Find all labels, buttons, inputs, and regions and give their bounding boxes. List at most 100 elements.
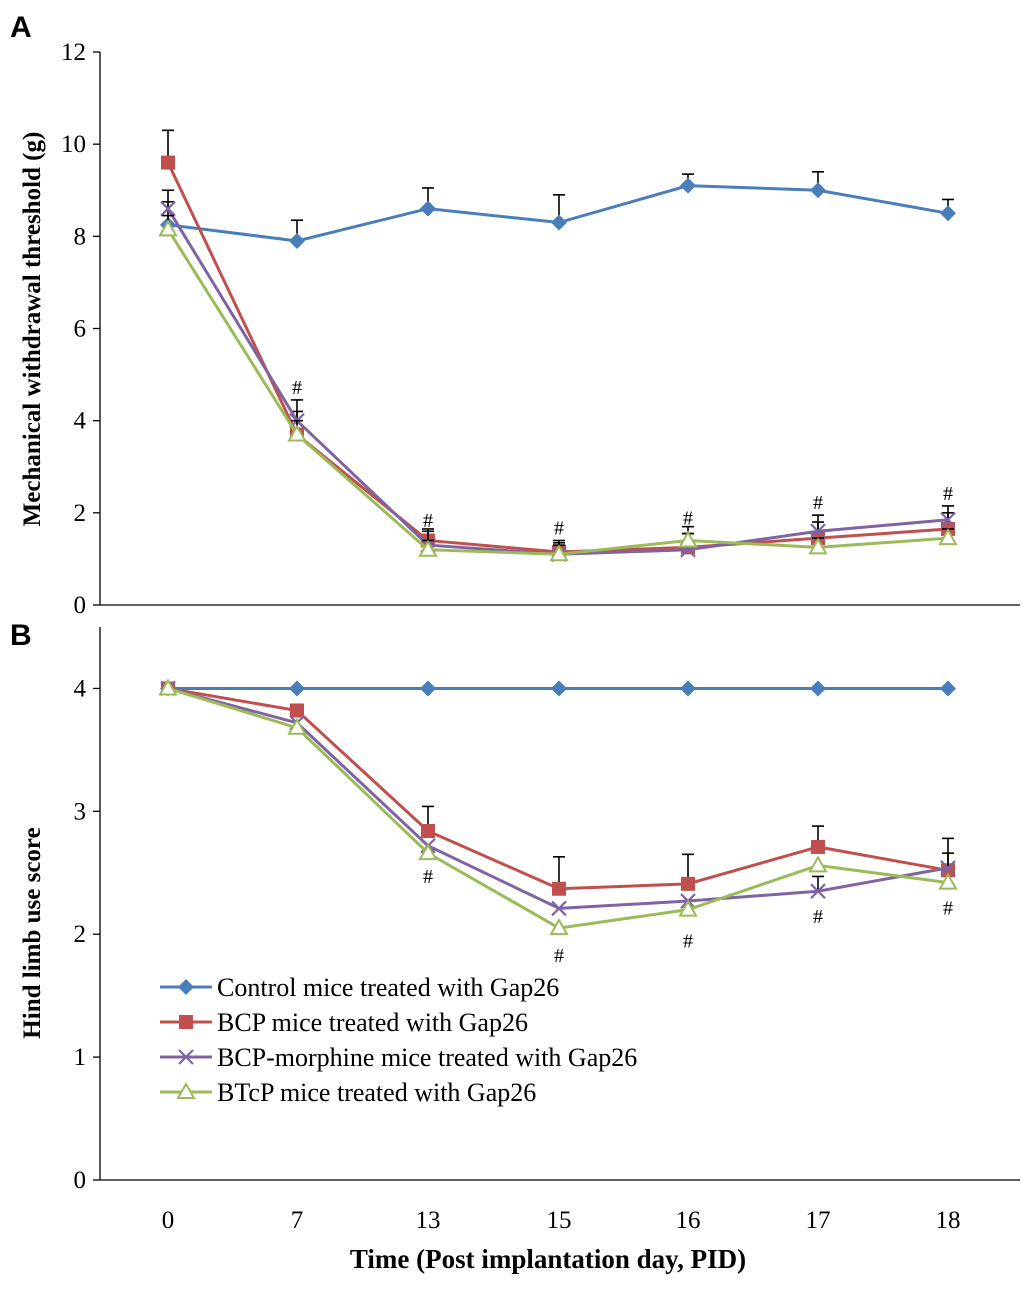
legend-item: BCP mice treated with Gap26 — [160, 1008, 528, 1037]
data-point — [160, 200, 176, 217]
legend-label: Control mice treated with Gap26 — [217, 973, 559, 1002]
series-line — [167, 184, 949, 243]
data-point — [158, 678, 178, 696]
series-2 — [160, 189, 956, 563]
x-tick-label: 13 — [416, 1207, 441, 1234]
y-tick-label: 1 — [74, 1044, 87, 1071]
significance-mark: # — [813, 906, 823, 928]
legend-marker — [176, 1081, 196, 1099]
significance-mark: # — [683, 931, 693, 953]
data-point — [808, 855, 828, 873]
data-point — [941, 863, 955, 878]
y-tick-label: 8 — [74, 223, 87, 250]
y-tick-label: 4 — [74, 675, 87, 702]
series-1 — [161, 681, 955, 896]
panel-a-ylabel: Mechanical withdrawal threshold (g) — [19, 132, 46, 527]
data-point — [678, 530, 698, 548]
legend-item: BCP-morphine mice treated with Gap26 — [160, 1043, 637, 1072]
data-point — [549, 544, 569, 562]
significance-mark: # — [554, 945, 564, 967]
series-line — [166, 207, 949, 556]
data-point — [420, 680, 436, 697]
y-tick-label: 0 — [74, 1167, 87, 1194]
data-point — [810, 182, 826, 199]
x-tick-label: 17 — [806, 1207, 831, 1234]
y-tick-label: 10 — [61, 131, 86, 158]
data-point — [810, 680, 826, 697]
legend-label: BCP-morphine mice treated with Gap26 — [217, 1043, 637, 1072]
panel-a-plot: 0 2 4 6 8 10 12 # # # # # # — [61, 39, 1020, 619]
data-point — [940, 205, 956, 222]
data-point — [938, 872, 958, 890]
data-point — [551, 680, 567, 697]
significance-mark: # — [813, 492, 823, 514]
data-point — [551, 214, 567, 231]
data-point — [940, 860, 956, 876]
data-point — [158, 219, 178, 237]
series-3 — [158, 678, 958, 936]
legend-marker — [179, 1015, 193, 1029]
x-axis-label: Time (Post implantation day, PID) — [350, 1244, 746, 1274]
data-point — [680, 177, 696, 194]
data-point — [551, 900, 567, 917]
legend-label: BTcP mice treated with Gap26 — [217, 1078, 536, 1107]
y-tick-label: 3 — [74, 798, 87, 825]
series-0 — [160, 680, 956, 697]
legend-marker — [178, 1049, 194, 1065]
significance-mark: # — [423, 510, 433, 532]
series-2 — [160, 680, 956, 917]
y-tick-label: 0 — [74, 592, 87, 619]
significance-mark: # — [292, 377, 302, 399]
y-tick-label: 2 — [74, 921, 87, 948]
x-tick-label: 0 — [162, 1207, 175, 1234]
legend: Control mice treated with Gap26 BCP mice … — [160, 973, 637, 1107]
data-point — [810, 523, 826, 540]
series-line — [166, 228, 949, 556]
panel-b-plot: 0 1 2 3 4 0 7 13 15 16 17 18 # # # # # — [74, 627, 1020, 1234]
data-point — [421, 823, 435, 838]
panel-b-letter: B — [10, 619, 32, 652]
data-point — [289, 232, 305, 249]
significance-mark: # — [683, 508, 693, 530]
data-point — [811, 839, 825, 854]
data-point — [940, 680, 956, 697]
data-point — [940, 511, 956, 528]
panel-b-ylabel: Hind limb use score — [19, 827, 46, 1038]
panel-a-letter: A — [10, 11, 32, 44]
data-point — [808, 537, 828, 555]
y-tick-label: 6 — [74, 316, 87, 343]
y-tick-label: 2 — [74, 500, 87, 527]
data-point — [418, 539, 438, 557]
data-point — [678, 899, 698, 917]
x-tick-label: 16 — [676, 1207, 701, 1234]
series-3 — [158, 214, 958, 562]
data-point — [418, 843, 438, 861]
data-point — [810, 883, 826, 899]
legend-marker — [178, 979, 194, 995]
legend-item: Control mice treated with Gap26 — [160, 973, 559, 1002]
series-line — [167, 686, 949, 910]
series-0 — [160, 171, 956, 249]
y-tick-label: 4 — [74, 408, 87, 435]
data-point — [290, 703, 304, 718]
data-point — [680, 680, 696, 697]
x-tick-label: 15 — [547, 1207, 572, 1234]
data-point — [938, 528, 958, 546]
data-point — [289, 680, 305, 697]
data-point — [287, 424, 307, 442]
x-tick-label: 18 — [936, 1207, 961, 1234]
data-point — [552, 881, 566, 896]
significance-mark: # — [554, 517, 564, 539]
y-tick-label: 12 — [61, 39, 86, 66]
data-point — [681, 876, 695, 891]
significance-mark: # — [943, 898, 953, 920]
data-point — [420, 200, 436, 217]
data-point — [287, 717, 307, 735]
data-point — [549, 918, 569, 936]
significance-mark: # — [423, 866, 433, 888]
significance-mark: # — [943, 483, 953, 505]
legend-label: BCP mice treated with Gap26 — [217, 1008, 528, 1037]
x-tick-label: 7 — [291, 1207, 304, 1234]
data-point — [161, 155, 175, 170]
